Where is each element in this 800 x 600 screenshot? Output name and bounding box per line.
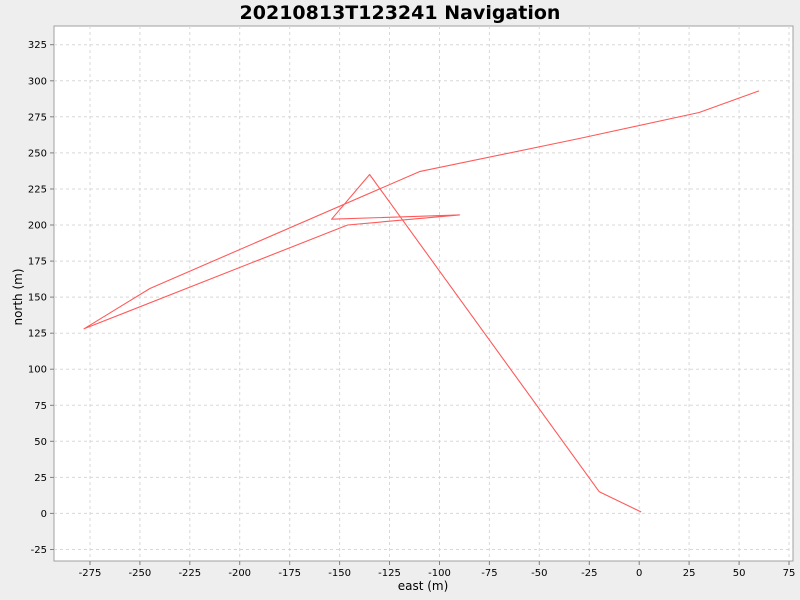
y-tick-label: 0: [41, 509, 47, 520]
y-axis-label: north (m): [11, 268, 25, 325]
grid: [54, 26, 793, 561]
x-tick-label: -250: [129, 568, 152, 579]
navigation-track-line: [83, 90, 760, 513]
y-tick-label: 25: [34, 473, 47, 484]
x-axis-label: east (m): [398, 579, 449, 593]
x-tick-label: -225: [178, 568, 201, 579]
x-axis: -275 -250 -225 -200 -175 -150 -125 -100 -75 -50 -2…: [79, 561, 796, 579]
x-tick-label: -75: [481, 568, 497, 579]
x-tick-label: -50: [531, 568, 547, 579]
x-tick-label: -275: [79, 568, 102, 579]
y-tick-label: 200: [28, 221, 47, 232]
x-tick-label: -100: [428, 568, 451, 579]
x-tick-label: -175: [278, 568, 301, 579]
series-layer: [83, 90, 760, 513]
y-tick-label: 100: [28, 365, 47, 376]
x-tick-label: -200: [228, 568, 251, 579]
y-tick-label: 75: [34, 401, 47, 412]
y-tick-label: 250: [28, 148, 47, 159]
y-tick-label: 175: [28, 257, 47, 268]
plot-area: [53, 25, 794, 562]
x-tick-label: -25: [581, 568, 597, 579]
x-tick-label: 25: [683, 568, 696, 579]
y-axis: -25 0 25 50 75 100 125 150 175 200 225 250 275 300 325: [28, 40, 54, 556]
chart-title: 20210813T123241 Navigation: [240, 2, 561, 24]
x-tick-label: 75: [783, 568, 796, 579]
x-tick-label: 0: [636, 568, 642, 579]
x-tick-label: -125: [378, 568, 401, 579]
y-tick-label: 225: [28, 185, 47, 196]
x-tick-label: 50: [733, 568, 746, 579]
x-tick-label: -150: [328, 568, 351, 579]
y-tick-label: 50: [34, 437, 47, 448]
y-tick-label: 150: [28, 293, 47, 304]
y-tick-label: -25: [31, 545, 47, 556]
y-tick-label: 275: [28, 112, 47, 123]
y-tick-label: 325: [28, 40, 47, 51]
y-tick-label: 125: [28, 329, 47, 340]
y-tick-label: 300: [28, 76, 47, 87]
